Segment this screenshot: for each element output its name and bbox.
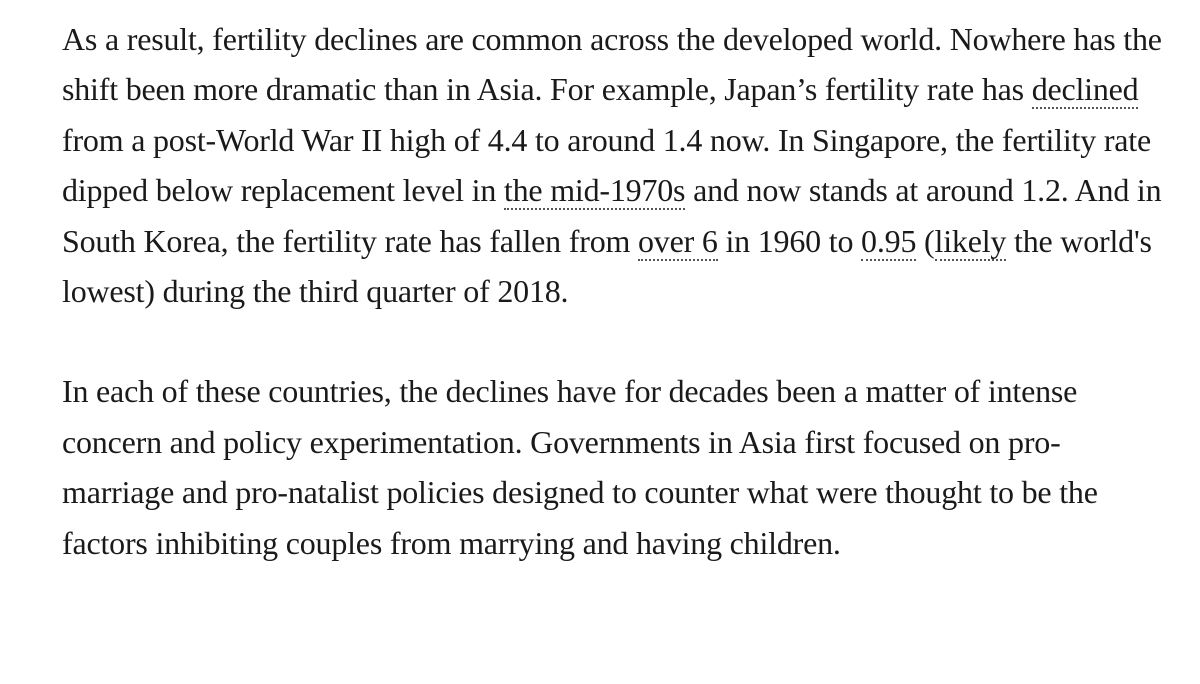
link-likely[interactable]: likely [934,222,1007,261]
paragraph-text: from a post-World War II high of 4.4 to … [62,121,1151,209]
link-mid-1970s[interactable]: the mid-1970s [503,172,686,211]
paragraph-fertility-declines: As a result, fertility declines are comm… [62,14,1172,316]
link-0-95[interactable]: 0.95 [861,222,917,261]
paragraph-text: ( [916,222,935,259]
paragraph-text: the world's lowest) during the third qua… [62,222,1152,310]
paragraph-text: in 1960 to [717,222,862,259]
paragraph-text: As a result, fertility declines are comm… [62,21,1162,108]
link-declined[interactable]: declined [1031,71,1139,110]
paragraph-text: and now stands at around 1.2. And in Sou… [62,172,1162,259]
paragraph-policy-concern: In each of these countries, the declines… [62,373,1098,561]
link-over-6[interactable]: over 6 [637,222,718,261]
article-body: As a result, fertility declines are comm… [62,14,1172,568]
